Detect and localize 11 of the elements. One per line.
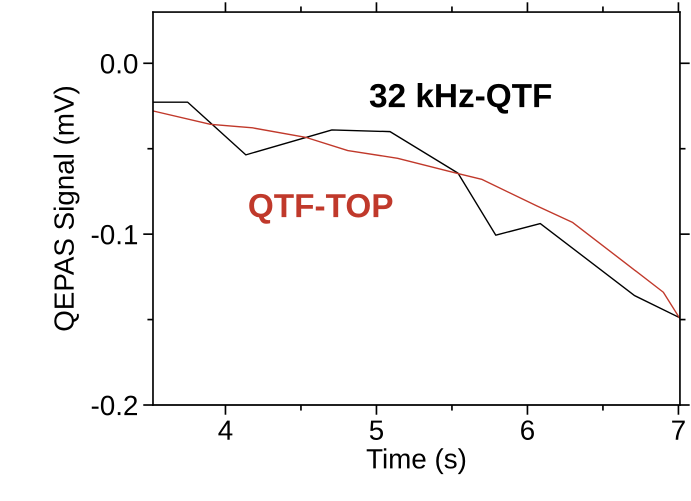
y-tick-label: 0.0 xyxy=(100,54,138,74)
y-tick-label: -0.2 xyxy=(92,396,138,416)
x-tick-label: 4 xyxy=(218,420,232,440)
y-axis-title: QEPAS Signal (mV) xyxy=(54,86,80,330)
x-tick-label: 6 xyxy=(521,420,534,440)
series-label: QTF-TOP xyxy=(249,194,392,224)
x-tick-label: 5 xyxy=(370,420,384,440)
x-axis-title: Time (s) xyxy=(366,448,466,474)
y-tick-label: -0.1 xyxy=(92,224,138,244)
x-tick-label: 7 xyxy=(672,420,685,440)
series-label: 32 kHz-QTF xyxy=(370,82,552,114)
